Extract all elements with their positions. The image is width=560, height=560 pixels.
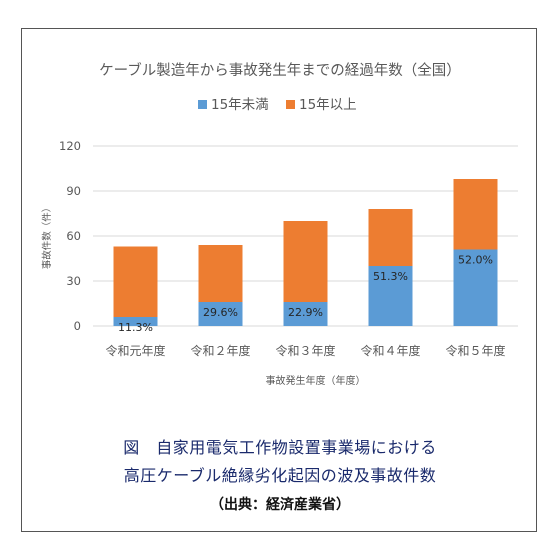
data-label-5: 52.0% (458, 254, 493, 267)
figure-caption-line1: 図 自家用電気工作物設置事業場における (123, 438, 437, 457)
chart-title: ケーブル製造年から事故発生年までの経過年数（全国） (99, 61, 461, 79)
source-note: （出典：経済産業省） (210, 497, 350, 513)
y-tick-label-0: 0 (74, 319, 81, 333)
x-axis-label: 事故発生年度（年度） (266, 374, 366, 387)
bar-over15-2 (198, 245, 243, 302)
x-tick-label-1: 令和元年度 (105, 343, 165, 358)
y-tick-label-120: 120 (59, 139, 81, 153)
y-tick-label-60: 60 (66, 229, 81, 243)
data-label-2: 29.6% (203, 306, 238, 319)
data-label-1: 11.3% (118, 321, 153, 334)
bar-under15-3 (283, 302, 328, 326)
x-tick-label-4: 令和４年度 (360, 343, 420, 358)
bar-under15-4 (368, 266, 413, 326)
x-tick-label-3: 令和３年度 (275, 343, 335, 358)
chart-area: ケーブル製造年から事故発生年までの経過年数（全国） 15年未満 15年以上 0 30 60… (26, 36, 534, 418)
bar-under15-2 (198, 302, 243, 326)
legend-label-2: 15年以上 (299, 97, 357, 113)
stacked-bar-chart: ケーブル製造年から事故発生年までの経過年数（全国） 15年未満 15年以上 0 30 60… (41, 61, 518, 387)
legend-swatch-2 (286, 100, 295, 109)
y-axis-label: 事故件数（件） (41, 203, 53, 270)
bar-over15-4 (368, 209, 413, 266)
bar-over15-3 (283, 221, 328, 302)
data-label-4: 51.3% (373, 270, 408, 283)
figure-caption-line2: 高圧ケーブル絶縁劣化起因の波及事故件数 (123, 466, 437, 485)
bar-over15-5 (453, 179, 498, 250)
y-tick-label-30: 30 (66, 274, 81, 288)
x-tick-label-5: 令和５年度 (445, 343, 505, 358)
legend-label-1: 15年未満 (211, 97, 269, 113)
y-tick-label-90: 90 (66, 184, 81, 198)
legend-swatch-1 (198, 100, 207, 109)
x-tick-label-2: 令和２年度 (190, 343, 250, 358)
data-label-3: 22.9% (288, 306, 323, 319)
bar-over15-1 (113, 246, 158, 317)
bar-under15-5 (453, 249, 498, 326)
bar-under15-1 (113, 317, 158, 326)
